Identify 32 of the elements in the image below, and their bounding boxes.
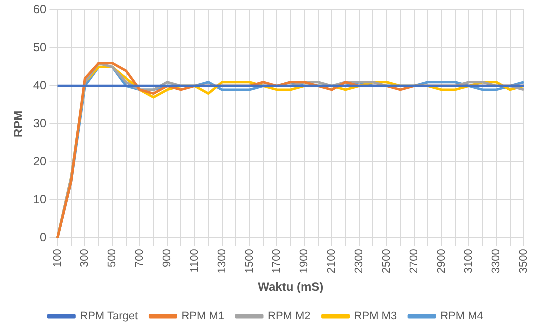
y-axis-title: RPM — [12, 110, 26, 138]
x-tick-label: 1300 — [216, 249, 228, 274]
x-tick-label: 1500 — [244, 249, 256, 274]
y-tick-label: 50 — [33, 40, 48, 54]
x-tick-label: 2100 — [326, 249, 338, 274]
x-tick-label: 3500 — [518, 249, 530, 274]
x-tick-label: 2700 — [408, 249, 420, 274]
legend-label: RPM M4 — [440, 310, 484, 323]
x-tick-label: 700 — [134, 249, 146, 268]
x-tick-label: 3300 — [490, 249, 503, 274]
y-tick-label: 30 — [33, 116, 48, 130]
y-tick-label: 0 — [40, 230, 48, 244]
y-tick-label: 40 — [33, 78, 48, 92]
x-tick-label: 2900 — [436, 249, 448, 274]
y-tick-label: 60 — [33, 2, 48, 17]
legend-label: RPM M2 — [268, 310, 311, 323]
x-tick-label: 100 — [52, 249, 64, 268]
x-tick-label: 900 — [161, 249, 174, 268]
legend-label: RPM M3 — [354, 310, 398, 323]
x-tick-label: 500 — [106, 249, 119, 268]
x-tick-label: 1100 — [188, 249, 201, 273]
y-tick-label: 20 — [33, 154, 48, 168]
x-tick-label: 3100 — [463, 249, 476, 274]
x-tick-label: 1900 — [298, 249, 311, 274]
x-tick-label: 1700 — [271, 249, 284, 274]
y-tick-label: 10 — [33, 192, 48, 206]
x-axis-title: Waktu (mS) — [258, 280, 324, 294]
x-tick-label: 2500 — [380, 249, 393, 274]
legend-label: RPM Target — [80, 310, 138, 323]
legend-label: RPM M1 — [182, 310, 225, 323]
x-tick-label: 300 — [79, 249, 92, 268]
x-tick-label: 2300 — [353, 249, 366, 274]
